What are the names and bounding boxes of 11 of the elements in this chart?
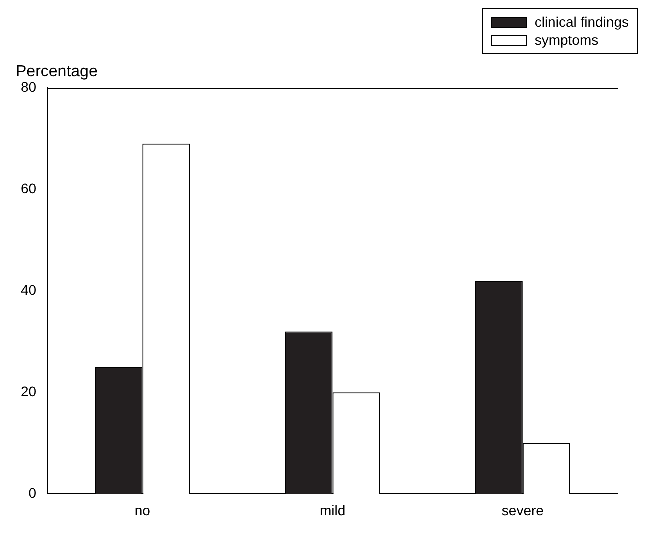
y-tick-label: 0 (28, 485, 37, 502)
text: symptoms (534, 31, 599, 49)
y-tick-label: 20 (20, 384, 37, 400)
legend-label: clinical findings (534, 13, 629, 31)
x-tick-label: mild (320, 502, 346, 518)
y-axis-title: Percentage (16, 63, 98, 80)
y-tick-label: 60 (20, 180, 37, 196)
x-tick-label: no (134, 502, 151, 518)
x-tick-label: severe (502, 502, 544, 518)
y-tick-label: 80 (20, 78, 37, 95)
y-tick-label: 40 (20, 282, 37, 298)
